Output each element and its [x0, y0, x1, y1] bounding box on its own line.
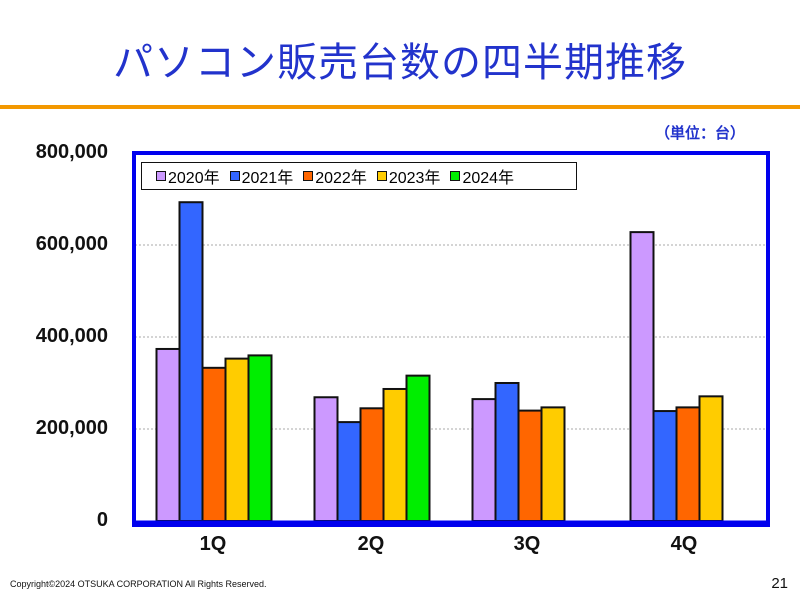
bar-4Q-2022年	[675, 406, 701, 523]
legend-item: 2023年	[376, 164, 441, 188]
legend-item: 2021年	[229, 164, 294, 188]
x-tick-label: 3Q	[513, 533, 541, 555]
y-tick-label: 200,000	[35, 417, 108, 439]
bar-3Q-2021年	[494, 382, 520, 522]
bar-2Q-2022年	[359, 407, 385, 522]
legend-swatch	[303, 171, 314, 181]
bar-1Q-2020年	[155, 347, 181, 522]
x-tick-label: 1Q	[199, 533, 227, 555]
unit-label: （単位：台）	[655, 124, 746, 142]
legend-label: 2020年	[168, 170, 220, 187]
bar-1Q-2021年	[178, 201, 204, 522]
bar-1Q-2023年	[224, 357, 250, 522]
x-tick-label: 2Q	[357, 533, 385, 555]
legend-swatch	[376, 171, 387, 181]
legend-item: 2020年	[156, 164, 220, 188]
page-number: 21	[771, 575, 788, 592]
y-tick-label: 0	[96, 509, 108, 531]
bar-3Q-2020年	[471, 398, 497, 523]
bar-1Q-2022年	[201, 366, 227, 522]
legend-swatch	[450, 171, 461, 181]
chart-legend: 2020年 2021年 2022年 2023年 2024年	[141, 162, 577, 190]
y-tick-label: 400,000	[35, 325, 108, 347]
bar-2Q-2024年	[405, 374, 431, 522]
legend-item: 2024年	[450, 164, 514, 188]
legend-swatch	[156, 171, 166, 181]
x-tick-label: 4Q	[670, 533, 698, 555]
title-divider	[0, 105, 800, 109]
legend-item: 2022年	[303, 164, 367, 188]
y-tick-label: 800,000	[35, 141, 108, 163]
legend-label: 2024年	[462, 170, 515, 187]
bar-2Q-2023年	[382, 387, 408, 522]
legend-label: 2022年	[315, 170, 367, 187]
bar-3Q-2023年	[540, 406, 566, 523]
bar-4Q-2020年	[629, 231, 655, 523]
legend-label: 2023年	[388, 170, 441, 187]
legend-label: 2021年	[241, 170, 294, 187]
bar-2Q-2021年	[336, 421, 362, 523]
y-tick-label: 600,000	[35, 233, 108, 255]
bar-1Q-2024年	[247, 354, 273, 522]
legend-swatch	[229, 171, 240, 181]
slide-title: パソコン販売台数の四半期推移	[113, 40, 687, 86]
bar-3Q-2022年	[517, 409, 543, 523]
copyright-text: Copyright©2024 OTSUKA CORPORATION All Ri…	[10, 579, 267, 589]
bar-4Q-2021年	[652, 410, 678, 522]
chart-plot-area	[132, 151, 770, 527]
bar-4Q-2023年	[698, 395, 724, 522]
bar-2Q-2020年	[313, 396, 339, 522]
